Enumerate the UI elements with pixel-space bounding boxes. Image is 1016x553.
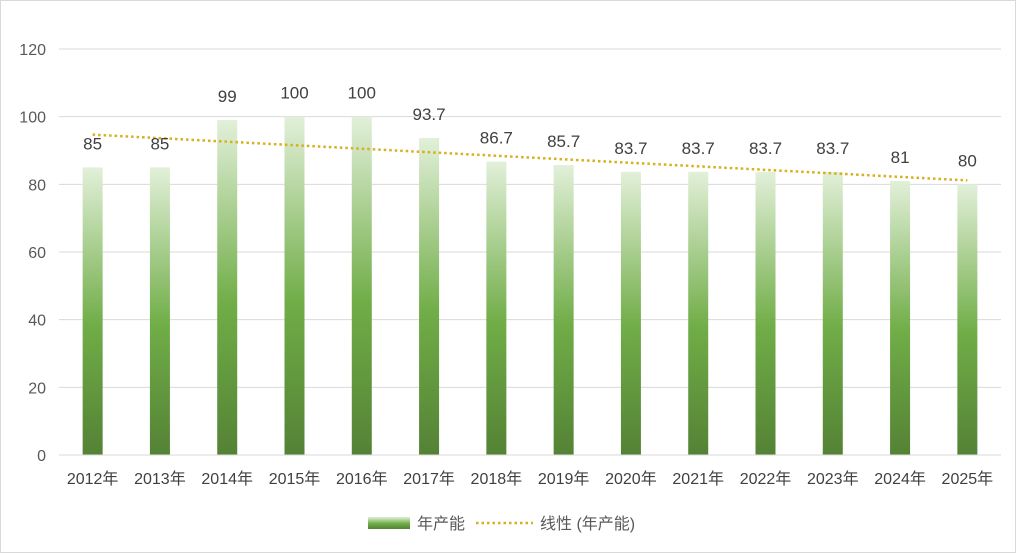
data-label-2012年: 85 [83, 134, 102, 153]
bar-2020年 [620, 171, 641, 455]
y-tick-label-20: 20 [28, 380, 46, 397]
bar-2012年 [82, 167, 103, 455]
bars [82, 116, 978, 456]
legend-label-annual-capacity: 年产能 [417, 515, 465, 533]
data-label-2023年: 83.7 [816, 139, 849, 158]
bar-2013年 [149, 167, 170, 455]
x-tick-label-2015年: 2015年 [269, 470, 321, 488]
y-tick-label-40: 40 [28, 313, 46, 330]
legend: 年产能 线性 (年产能) [368, 515, 635, 533]
y-tick-label-60: 60 [28, 245, 46, 262]
x-tick-label-2023年: 2023年 [807, 470, 859, 488]
bar-2015年 [284, 116, 305, 456]
x-tick-label-2016年: 2016年 [336, 470, 388, 488]
data-label-2017年: 93.7 [413, 105, 446, 124]
x-tick-label-2020年: 2020年 [605, 470, 657, 488]
bar-2019年 [553, 165, 574, 455]
bar-2017年 [419, 137, 440, 455]
x-tick-label-2021年: 2021年 [672, 470, 724, 488]
bar-2018年 [486, 161, 507, 456]
data-labels: 85 85 99 100 100 93.7 86.7 85.7 83.7 83.7 83.7 83.7… [83, 84, 977, 171]
x-tick-label-2013年: 2013年 [134, 470, 186, 488]
data-label-2024年: 81 [891, 148, 910, 167]
bar-2023年 [822, 171, 843, 455]
bar-2014年 [217, 120, 238, 456]
data-label-2025年: 80 [958, 151, 977, 170]
legend-swatch-bar [368, 517, 410, 529]
x-tick-label-2012年: 2012年 [67, 470, 119, 488]
legend-label-trendline: 线性 (年产能) [540, 515, 635, 533]
x-axis: 2012年 2013年 2014年 2015年 2016年 2017年 2018年 2019年… [59, 454, 1001, 488]
x-tick-label-2025年: 2025年 [942, 470, 994, 488]
data-label-2013年: 85 [150, 134, 169, 153]
x-tick-label-2017年: 2017年 [403, 470, 455, 488]
x-tick-label-2018年: 2018年 [471, 470, 523, 488]
x-tick-label-2024年: 2024年 [874, 470, 926, 488]
bar-2024年 [890, 180, 911, 455]
y-tick-label-120: 120 [19, 42, 46, 59]
x-tick-label-2019年: 2019年 [538, 470, 590, 488]
y-tick-label-0: 0 [37, 448, 46, 465]
y-axis: 0 20 40 60 80 100 120 [19, 42, 46, 465]
data-label-2020年: 83.7 [614, 139, 647, 158]
data-label-2016年: 100 [348, 84, 376, 103]
data-label-2021年: 83.7 [682, 139, 715, 158]
bar-2022年 [755, 171, 776, 455]
gridlines [59, 48, 1001, 456]
bar-2025年 [957, 184, 978, 456]
bar-2021年 [688, 171, 709, 455]
y-tick-label-100: 100 [19, 110, 46, 127]
data-label-2014年: 99 [218, 87, 237, 106]
data-label-2019年: 85.7 [547, 132, 580, 151]
data-label-2022年: 83.7 [749, 139, 782, 158]
x-tick-label-2014年: 2014年 [201, 470, 253, 488]
data-label-2015年: 100 [280, 84, 308, 103]
bar-2016年 [351, 116, 372, 456]
data-label-2018年: 86.7 [480, 129, 513, 148]
y-tick-label-80: 80 [28, 177, 46, 194]
x-tick-label-2022年: 2022年 [740, 470, 792, 488]
